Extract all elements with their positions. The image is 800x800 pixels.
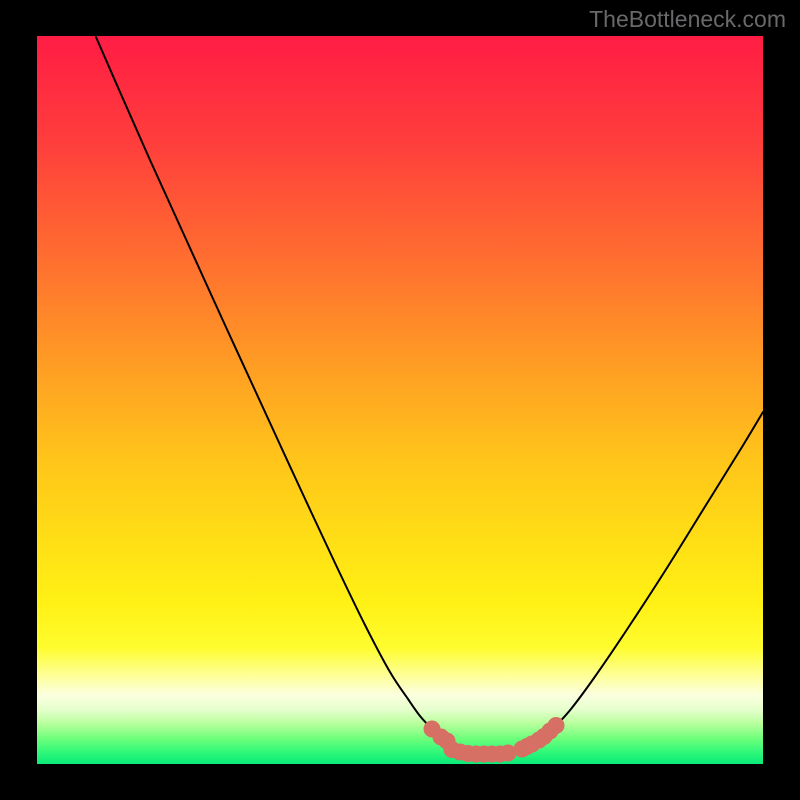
- marker-dot: [548, 718, 564, 734]
- marker-dot: [500, 745, 516, 761]
- chart-background: [37, 36, 763, 764]
- bottleneck-chart: [0, 0, 800, 800]
- watermark-text: TheBottleneck.com: [589, 6, 786, 33]
